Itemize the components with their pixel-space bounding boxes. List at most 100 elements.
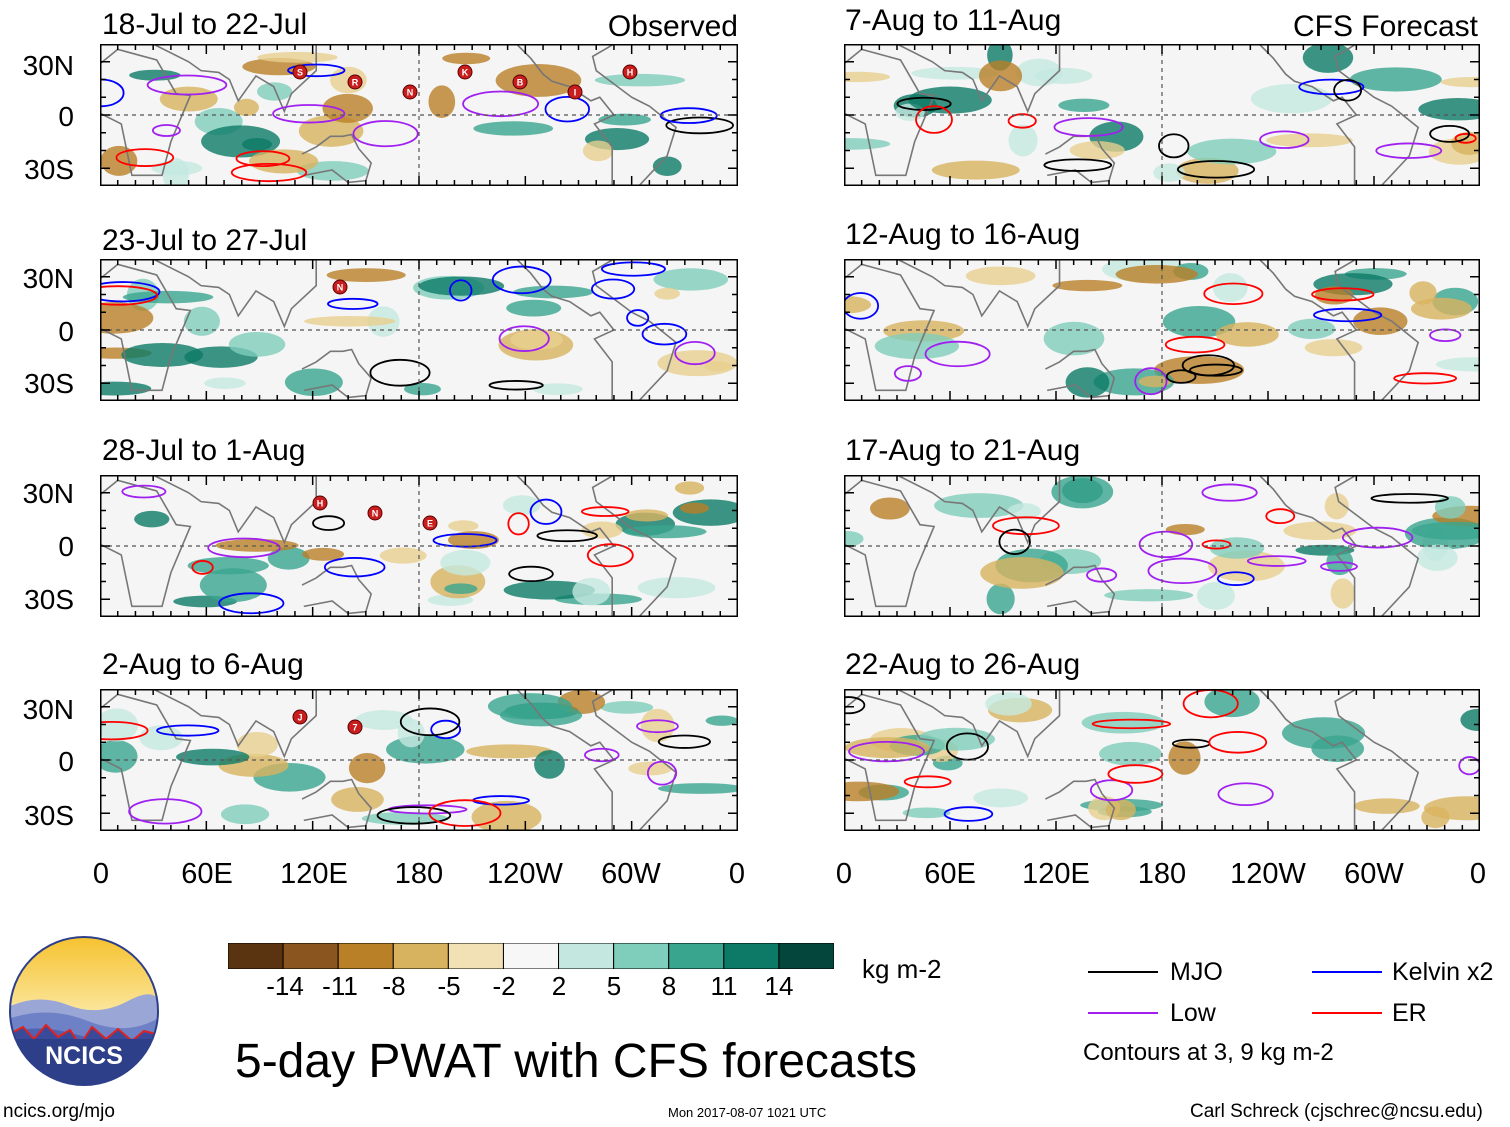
legend-label-mjo: MJO <box>1170 958 1223 986</box>
storm-marker: R <box>347 74 363 90</box>
svg-text:N: N <box>337 283 344 293</box>
ncics-logo: NCICS <box>9 936 159 1086</box>
lon-60e-right: 60E <box>924 858 976 890</box>
panel-title-3: 23-Jul to 27-Jul <box>102 224 308 257</box>
panel-title-5: 28-Jul to 1-Aug <box>102 434 306 467</box>
map-panel-1: S R N K B I H <box>100 44 738 186</box>
lon-180-left: 180 <box>394 858 444 890</box>
lon-0-right-edge-right: 0 <box>1469 858 1487 890</box>
legend-label-er: ER <box>1392 999 1427 1027</box>
lon-0-right-edge-left: 0 <box>728 858 746 890</box>
map-panel-2 <box>844 44 1480 186</box>
lon-120e-left: 120E <box>280 858 348 890</box>
svg-text:I: I <box>574 88 577 98</box>
storm-marker: H <box>622 64 638 80</box>
scale-unit: kg m-2 <box>862 954 942 984</box>
svg-text:B: B <box>517 78 524 88</box>
legend-line-mjo <box>1088 971 1158 973</box>
scale-tick-2: -11 <box>322 971 358 1001</box>
map-panel-5: H N E <box>100 475 738 617</box>
scale-swatch-6 <box>502 943 560 969</box>
map-panel-7: J7 <box>100 689 738 831</box>
lat-30s-row4: 30S <box>24 800 74 831</box>
storm-marker: J <box>292 709 308 725</box>
lat-0-row3: 0 <box>58 531 74 562</box>
scale-tick-7: 5 <box>606 971 622 1001</box>
lon-0-left: 0 <box>92 858 110 890</box>
scale-swatch-10 <box>723 943 780 969</box>
lon-60w-left: 60W <box>601 858 661 890</box>
scale-tick-5: -2 <box>492 971 516 1001</box>
lat-30s-row1: 30S <box>24 154 74 185</box>
panel-title-7: 2-Aug to 6-Aug <box>102 648 304 681</box>
lat-0-row1: 0 <box>58 101 74 132</box>
storm-marker: 7 <box>347 719 363 735</box>
svg-text:H: H <box>317 499 324 509</box>
scale-tick-8: 8 <box>661 971 677 1001</box>
panel-title-1: 18-Jul to 22-Jul <box>102 8 308 41</box>
lat-30n-row1: 30N <box>22 50 74 81</box>
lon-180-right: 180 <box>1137 858 1187 890</box>
legend-line-er <box>1312 1012 1382 1014</box>
footer-credit: Carl Schreck (cjschrec@ncsu.edu) <box>1190 1101 1483 1122</box>
lat-0-row4: 0 <box>58 746 74 777</box>
lon-120w-right: 120W <box>1230 858 1306 890</box>
storm-marker: K <box>457 64 473 80</box>
lon-60w-right: 60W <box>1344 858 1404 890</box>
footer-url[interactable]: ncics.org/mjo <box>3 1101 115 1122</box>
map-panel-6 <box>844 475 1480 617</box>
panel-title-6: 17-Aug to 21-Aug <box>845 434 1081 467</box>
lat-0-row2: 0 <box>58 316 74 347</box>
scale-swatch-9 <box>668 943 725 969</box>
legend-contour-note: Contours at 3, 9 kg m-2 <box>1083 1039 1334 1066</box>
scale-tick-1: -14 <box>266 971 304 1001</box>
scale-swatch-5 <box>447 943 504 969</box>
panel-title-8: 22-Aug to 26-Aug <box>845 648 1081 681</box>
scale-swatch-11 <box>778 943 834 969</box>
svg-text:N: N <box>372 509 379 519</box>
svg-text:S: S <box>297 68 303 78</box>
source-observed: Observed <box>607 10 738 43</box>
map-panel-4 <box>844 259 1480 401</box>
scale-tick-9: 11 <box>710 971 738 1001</box>
lat-30s-row2: 30S <box>24 368 74 399</box>
svg-text:R: R <box>352 78 359 88</box>
svg-text:J: J <box>297 713 302 723</box>
lat-30n-row2: 30N <box>22 263 74 294</box>
svg-text:H: H <box>627 68 634 78</box>
main-title: 5-day PWAT with CFS forecasts <box>235 1035 917 1088</box>
panel-title-2: 7-Aug to 11-Aug <box>845 4 1062 37</box>
scale-swatch-2 <box>282 943 339 969</box>
lat-30n-row3: 30N <box>22 478 74 509</box>
lon-120w-left: 120W <box>487 858 563 890</box>
storm-marker: E <box>422 515 438 531</box>
scale-swatch-7 <box>558 943 615 969</box>
source-cfs-forecast: CFS Forecast <box>1292 10 1478 43</box>
storm-marker: I <box>567 84 583 100</box>
map-panel-3: N <box>100 259 738 401</box>
scale-tick-6: 2 <box>551 971 567 1001</box>
legend-label-low: Low <box>1170 999 1216 1027</box>
map-panel-8 <box>844 689 1480 831</box>
legend-line-kelvin <box>1312 971 1382 973</box>
storm-marker: N <box>332 279 348 295</box>
scale-swatch-4 <box>392 943 449 969</box>
storm-marker: H <box>312 495 328 511</box>
ncics-logo-text: NCICS <box>45 1042 123 1070</box>
svg-text:7: 7 <box>352 723 357 733</box>
footer-timestamp: Mon 2017-08-07 1021 UTC <box>668 1105 827 1120</box>
scale-swatch-3 <box>337 943 394 969</box>
scale-tick-3: -8 <box>382 971 406 1001</box>
storm-marker: B <box>512 74 528 90</box>
lon-60e-left: 60E <box>181 858 233 890</box>
panel-title-4: 12-Aug to 16-Aug <box>845 218 1081 251</box>
svg-text:E: E <box>427 519 433 529</box>
legend-line-low <box>1088 1012 1158 1014</box>
storm-marker: N <box>367 505 383 521</box>
scale-tick-4: -5 <box>437 971 461 1001</box>
legend-label-kelvin: Kelvin x2 <box>1392 958 1494 986</box>
svg-text:N: N <box>407 88 414 98</box>
storm-marker: S <box>292 64 308 80</box>
lat-30n-row4: 30N <box>22 694 74 725</box>
storm-marker: N <box>402 84 418 100</box>
